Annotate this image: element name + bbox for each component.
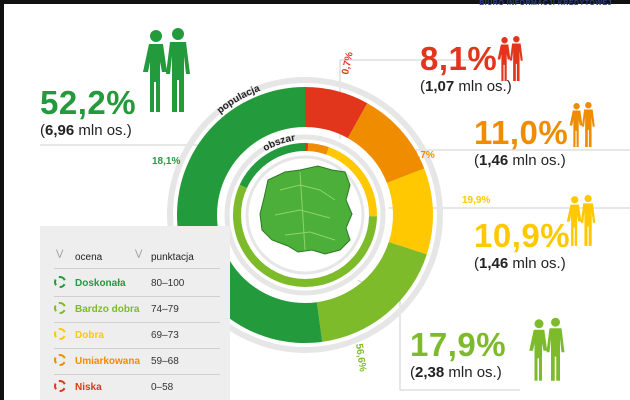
- frame-left-border: [0, 0, 4, 400]
- people-icon-very-good: [529, 317, 565, 381]
- callout-good-people: (1,46 mln os.): [474, 255, 566, 272]
- legend-label: Umiarkowana: [75, 356, 141, 367]
- legend-range: 59–68: [151, 356, 179, 367]
- population-slice-3: [386, 168, 433, 255]
- brand-text: BIURO INFORMACJI KREDYTOWEJ: [479, 0, 612, 7]
- callout-low: 8,1% (1,07 mln os.): [420, 42, 512, 94]
- legend-row-good: Dobra 69–73: [40, 326, 230, 346]
- legend-range: 0–58: [151, 382, 174, 393]
- legend-divider: [54, 296, 220, 297]
- legend-row-moderate: Umiarkowana 59–68: [40, 352, 230, 372]
- legend-swatch-icon: [54, 276, 66, 288]
- poland-map-icon: [259, 165, 353, 255]
- legend-label: Doskonała: [75, 278, 126, 289]
- legend-range: 74–79: [151, 304, 179, 315]
- area-label-orange: 4,7%: [412, 150, 435, 161]
- area-labels: 0,7% 4,7% 19,9% 56,6% 18,1%: [152, 51, 490, 373]
- callout-moderate: 11,0% (1,46 mln os.): [474, 116, 568, 168]
- population-slice-1: [305, 87, 368, 139]
- legend-swatch-icon: [54, 328, 66, 340]
- legend-swatch-icon: [54, 380, 66, 392]
- frame-top-border: [0, 0, 630, 4]
- population-slice-2: [347, 103, 425, 184]
- area-label-yellow: 19,9%: [462, 195, 490, 206]
- area-slice-3: [326, 147, 377, 217]
- legend-divider: [54, 322, 220, 323]
- area-label-dark_green: 18,1%: [152, 156, 180, 167]
- legend-header-rating: ocena: [75, 252, 103, 263]
- inner-track: [245, 155, 365, 275]
- legend-swatch-icon: [54, 354, 66, 366]
- callout-moderate-pct: 11,0%: [474, 114, 569, 151]
- people-icon-excellent: [143, 28, 190, 112]
- legend-divider: [54, 374, 220, 375]
- callout-excellent-people: (6,96 mln os.): [40, 122, 132, 139]
- poland-shape: [259, 165, 353, 255]
- outer-track: [167, 77, 443, 353]
- callout-excellent: 52,2% (6,96 mln os.): [40, 86, 136, 138]
- people-icon-good: [566, 194, 596, 246]
- legend-swatch-icon: [54, 302, 66, 314]
- callout-very-good-people: (2,38 mln os.): [410, 364, 502, 381]
- poland-regions: [274, 171, 336, 251]
- legend-header-points: punktacja: [151, 252, 194, 263]
- people-icon-low: [497, 35, 523, 81]
- legend-label: Niska: [75, 382, 102, 393]
- legend-row-excellent: Doskonała 80–100: [40, 274, 230, 294]
- population-slice-4: [316, 242, 427, 342]
- legend-range: 80–100: [151, 278, 185, 289]
- legend-label: Dobra: [75, 330, 104, 341]
- legend-divider: [54, 348, 220, 349]
- chevron-down-icon: ⋁: [56, 248, 64, 258]
- callout-low-pct: 8,1%: [420, 40, 498, 77]
- chevron-down-icon: ⋁: [135, 248, 143, 258]
- area-slice-5: [239, 143, 305, 189]
- callout-very-good-pct: 17,9%: [410, 326, 507, 363]
- callout-excellent-pct: 52,2%: [40, 84, 137, 121]
- callout-very-good: 17,9% (2,38 mln os.): [410, 328, 506, 380]
- legend-row-low: Niska 0–58: [40, 378, 230, 398]
- area-slice-1: [305, 143, 309, 152]
- people-icon-moderate: [569, 101, 595, 147]
- legend-panel: ⋁ ocena ⋁ punktacja Doskonała 80–100 Bar…: [40, 226, 230, 400]
- callout-good-pct: 10,9%: [474, 217, 571, 254]
- area-label-light_green: 56,6%: [353, 343, 368, 373]
- legend-divider: [54, 268, 220, 269]
- area-slice-2: [307, 143, 329, 155]
- legend-range: 69–73: [151, 330, 179, 341]
- legend-label: Bardzo dobra: [75, 304, 140, 315]
- callout-good: 10,9% (1,46 mln os.): [474, 219, 570, 271]
- callout-moderate-people: (1,46 mln os.): [474, 152, 566, 169]
- callout-low-people: (1,07 mln os.): [420, 78, 512, 95]
- legend-row-very-good: Bardzo dobra 74–79: [40, 300, 230, 320]
- middle-track: [224, 134, 386, 296]
- area-label-red: 0,7%: [340, 51, 356, 76]
